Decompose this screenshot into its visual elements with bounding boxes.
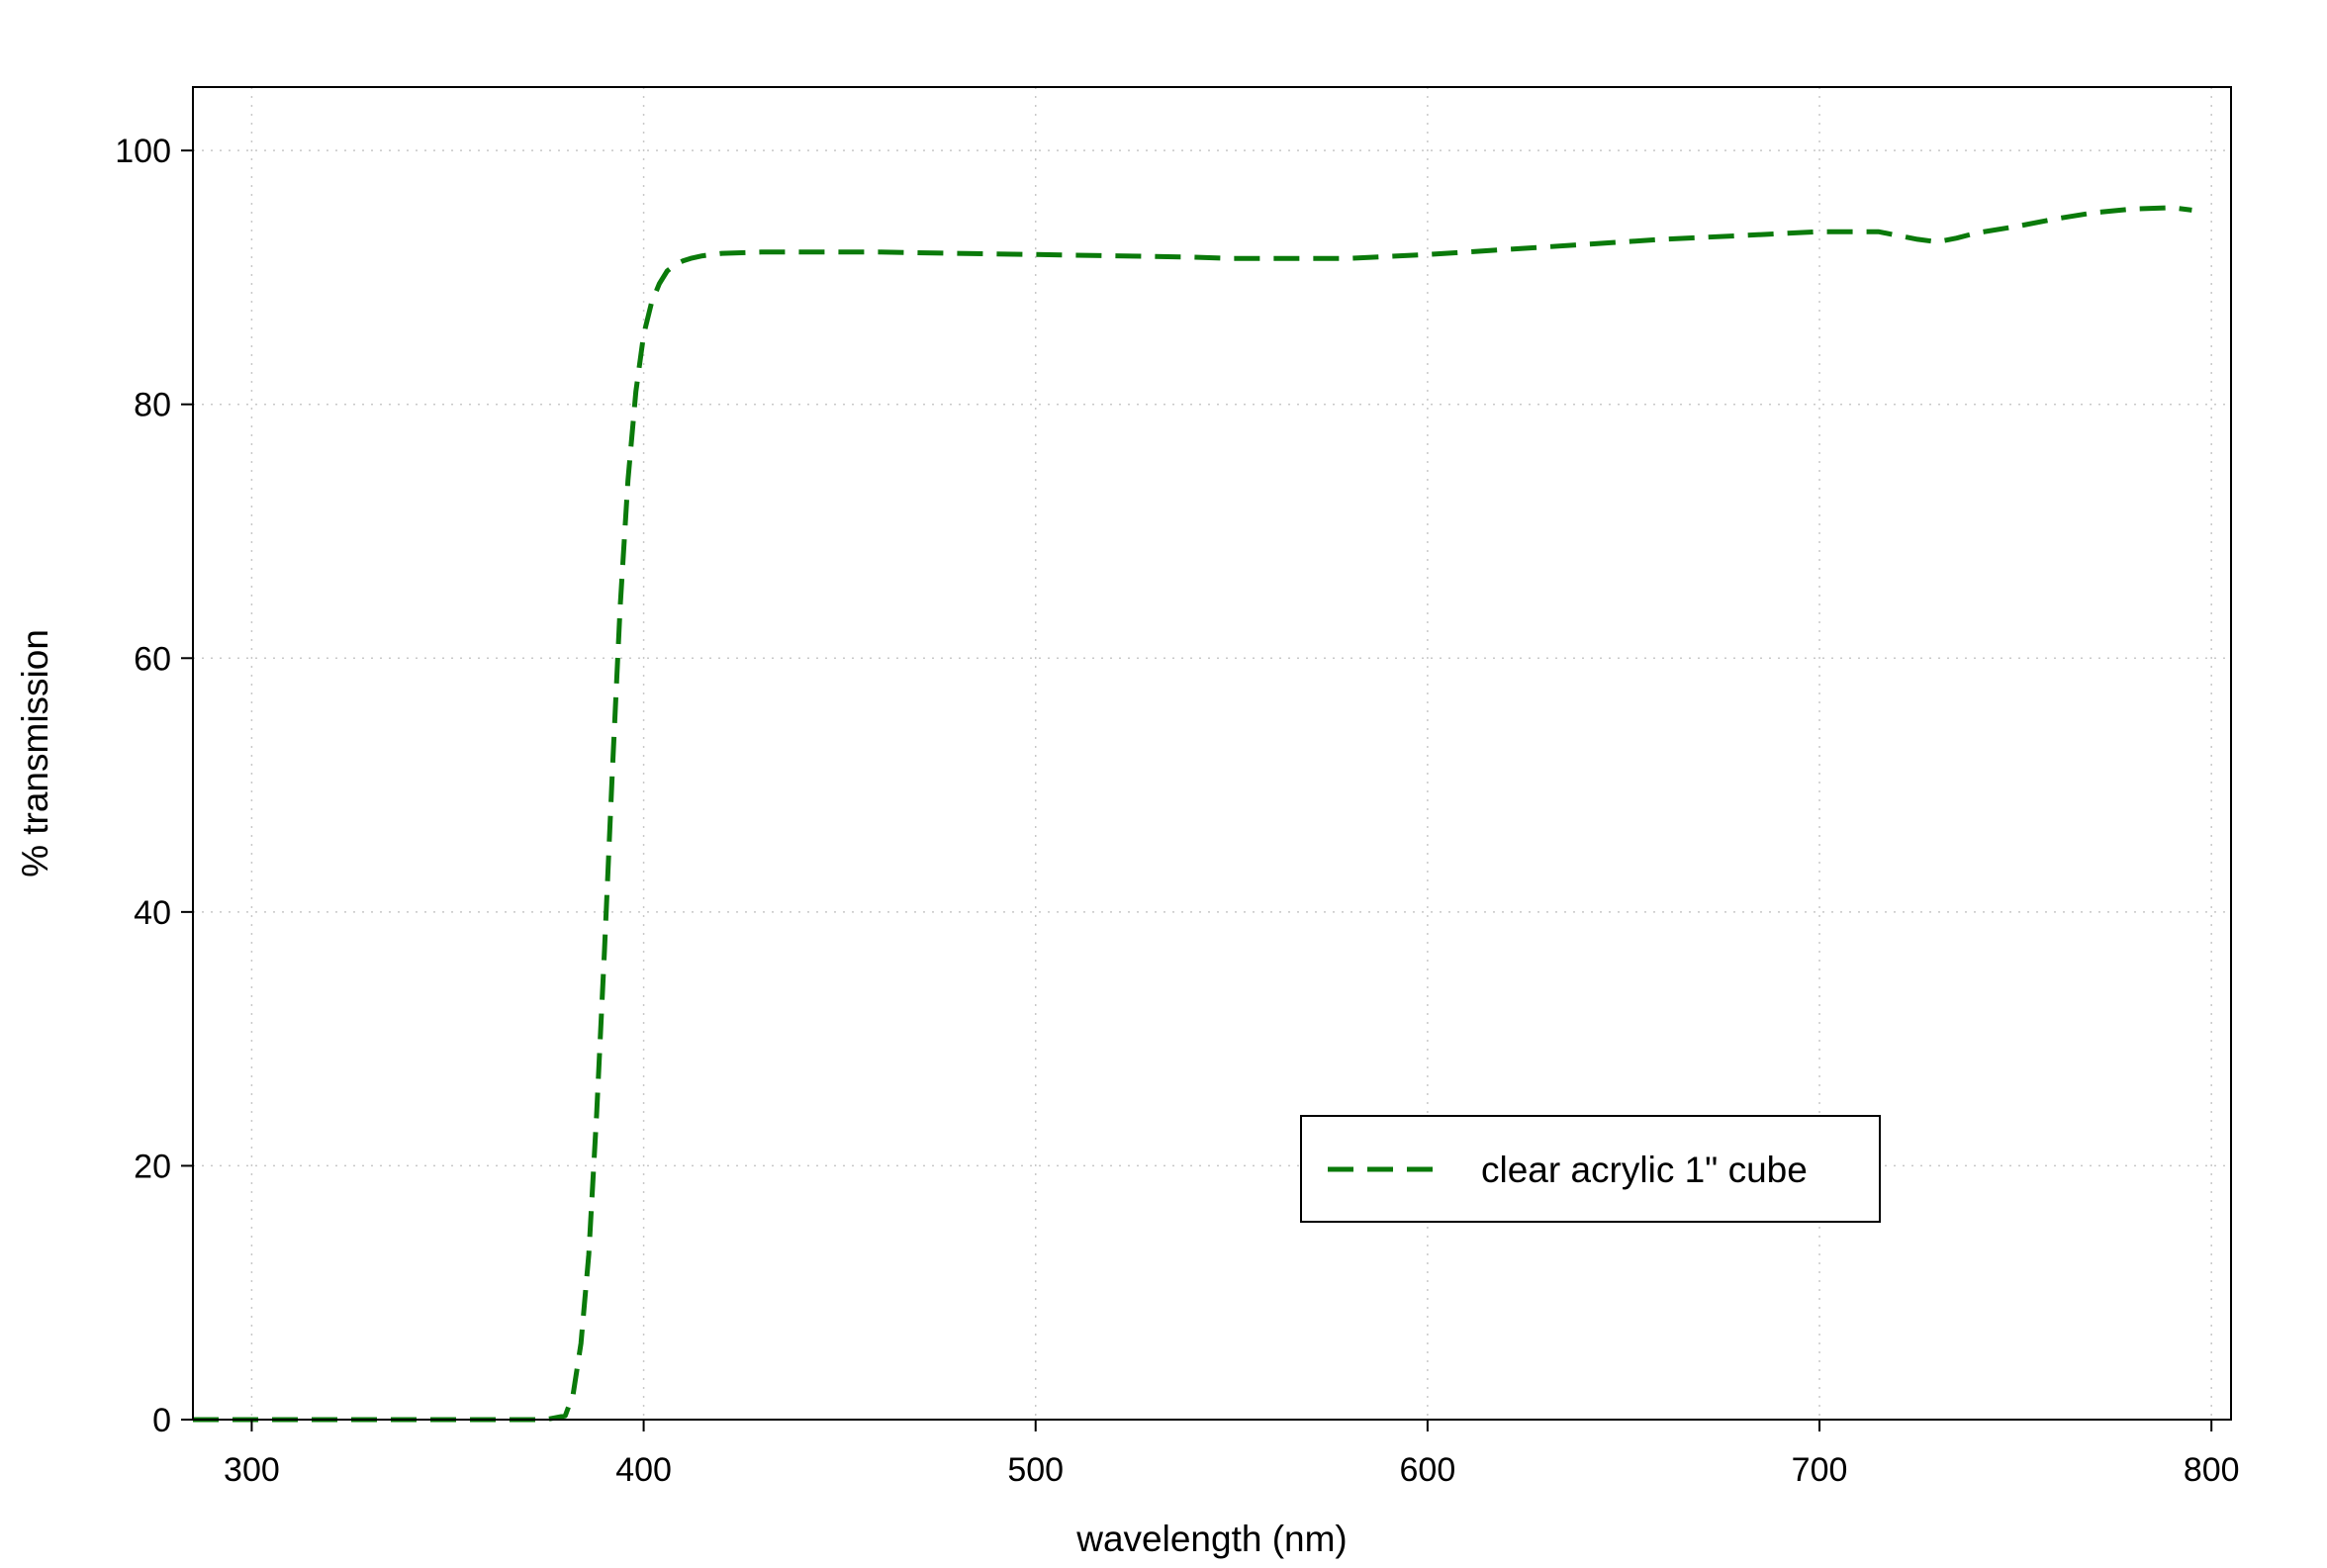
x-tick-label: 400 — [615, 1451, 672, 1489]
plot-frame — [192, 86, 2232, 1421]
y-tick-label: 0 — [152, 1402, 171, 1439]
x-tick-label: 500 — [1007, 1451, 1064, 1489]
series-layer — [193, 205, 2192, 1423]
y-axis-title: % transmission — [15, 629, 55, 877]
legend-box — [1300, 1115, 1881, 1223]
legend-entry-label: clear acrylic 1" cube — [1481, 1150, 1808, 1190]
x-tick-label: 300 — [224, 1451, 280, 1489]
series-line-0 — [193, 205, 2192, 1423]
legend: clear acrylic 1" cube — [1300, 1115, 1881, 1223]
y-tick-label: 80 — [134, 387, 171, 424]
axis-ticks: 300 400 500 600 700 800 0 20 40 60 80 100 — [115, 133, 2239, 1489]
x-tick-label: 700 — [1792, 1451, 1848, 1489]
y-tick-label: 60 — [134, 640, 171, 678]
x-tick-label: 800 — [2184, 1451, 2240, 1489]
y-tick-label: 20 — [134, 1148, 171, 1185]
y-tick-label: 40 — [134, 894, 171, 932]
y-tick-label: 100 — [115, 133, 171, 170]
x-axis-title: wavelength (nm) — [1075, 1519, 1348, 1559]
x-tick-label: 600 — [1400, 1451, 1456, 1489]
